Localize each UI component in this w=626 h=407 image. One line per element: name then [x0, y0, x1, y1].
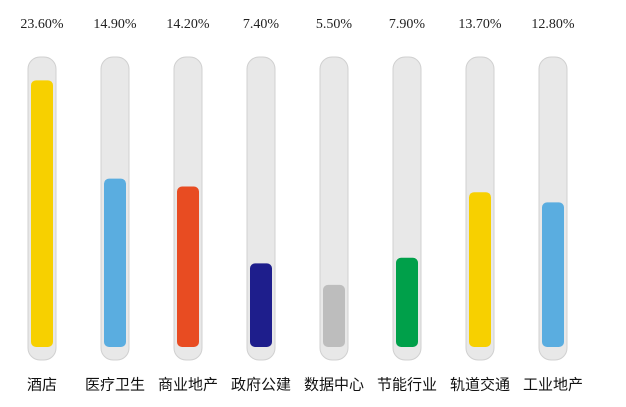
value-label: 13.70%: [458, 17, 502, 32]
bar: [31, 80, 53, 347]
value-label: 23.60%: [20, 17, 64, 32]
category-label: 数据中心: [304, 376, 364, 394]
bar: [177, 186, 199, 347]
value-label: 7.90%: [389, 17, 426, 32]
bar: [250, 263, 272, 347]
category-label: 节能行业: [377, 376, 437, 394]
category-label: 工业地产: [523, 376, 583, 394]
value-label: 12.80%: [531, 17, 575, 32]
bar: [542, 202, 564, 347]
category-label: 酒店: [27, 376, 57, 394]
bar: [396, 257, 418, 347]
category-label: 轨道交通: [450, 376, 510, 394]
bar: [104, 178, 126, 347]
value-label: 14.20%: [166, 17, 210, 32]
value-label: 14.90%: [93, 17, 137, 32]
bar: [469, 192, 491, 347]
category-label: 商业地产: [158, 376, 218, 394]
bar: [323, 284, 345, 347]
category-label: 政府公建: [231, 376, 291, 394]
category-label: 医疗卫生: [85, 376, 145, 394]
value-label: 7.40%: [243, 17, 280, 32]
track: [319, 56, 349, 361]
value-label: 5.50%: [316, 17, 353, 32]
